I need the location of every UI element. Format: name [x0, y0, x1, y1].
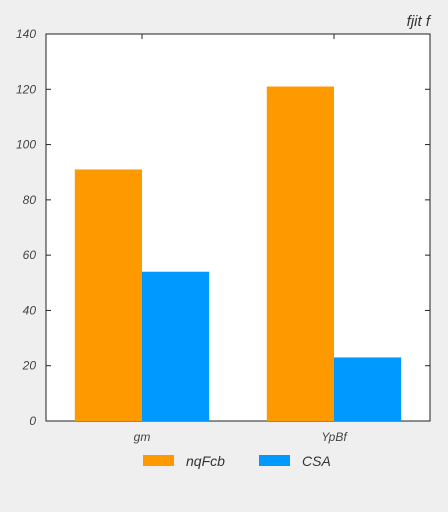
y-tick-label: 120	[16, 82, 36, 96]
y-tick-label: 20	[22, 359, 37, 373]
y-tick-label: 100	[16, 138, 36, 152]
chart-title: fjit f	[407, 13, 432, 30]
legend: nqFcb CSA	[143, 453, 331, 469]
legend-label-nqFcb: nqFcb	[186, 453, 225, 469]
legend-label-CSA: CSA	[302, 453, 331, 469]
x-tick-label: gm	[134, 430, 151, 444]
bar-CSA-YpBf	[334, 357, 402, 421]
bar-CSA-gm	[142, 271, 210, 421]
bar-nqFcb-YpBf	[266, 86, 334, 422]
legend-swatch-CSA	[259, 455, 290, 466]
y-tick-label: 0	[29, 414, 36, 428]
bar-nqFcb-gm	[74, 169, 142, 421]
y-tick-label: 40	[23, 303, 37, 317]
y-axis: 0 20 40 60 80 100 120 140	[16, 27, 430, 428]
y-tick-label: 80	[23, 193, 37, 207]
bars	[74, 86, 402, 422]
x-tick-label: YpBf	[321, 430, 348, 444]
x-axis: gm YpBf	[134, 34, 348, 444]
y-tick-label: 140	[16, 27, 36, 41]
y-tick-label: 60	[23, 248, 37, 262]
legend-swatch-nqFcb	[143, 455, 174, 466]
